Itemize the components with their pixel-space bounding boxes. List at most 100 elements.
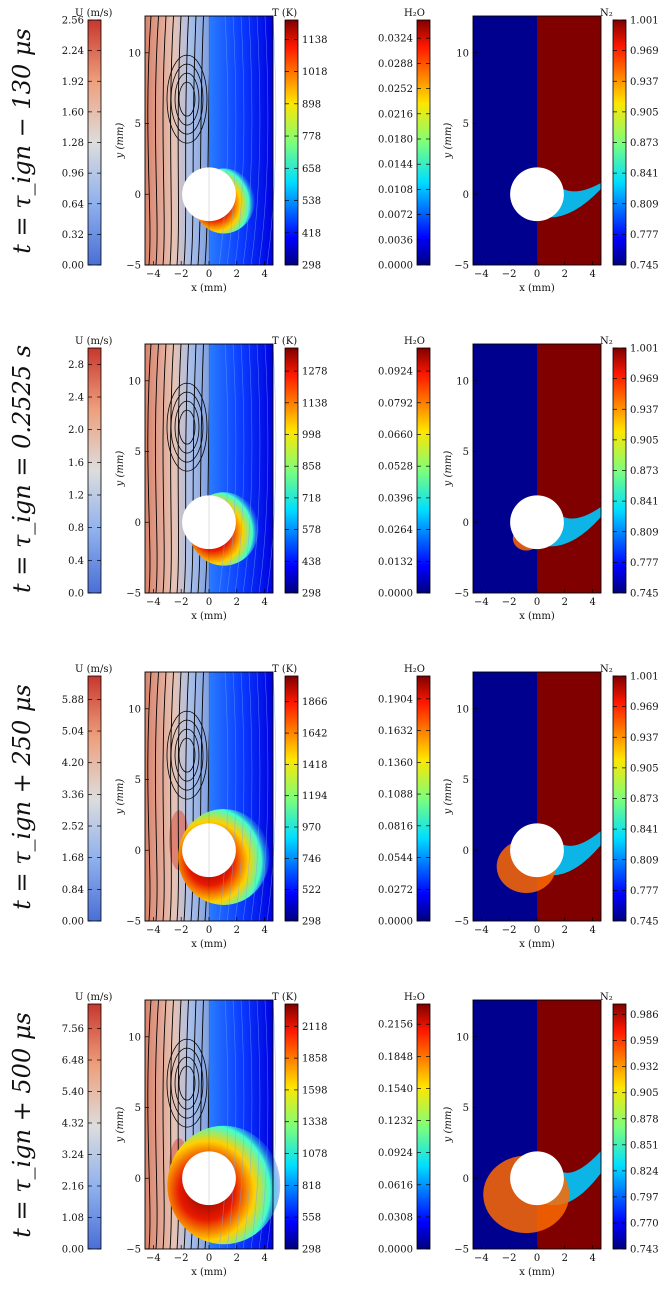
velocity-cb-tick-label: 1.28 bbox=[62, 138, 84, 149]
streamline bbox=[147, 343, 152, 594]
velocity-cb-tick-label: 7.56 bbox=[62, 1024, 84, 1035]
temperature-colorbar-title: T (K) bbox=[272, 8, 297, 19]
right-panel-ytick-label: 0 bbox=[463, 518, 469, 529]
right-panel-xtick-label: −2 bbox=[502, 1253, 517, 1264]
velocity-cb-tick-label: 0.96 bbox=[62, 169, 84, 180]
temperature-cb-tick-label: 298 bbox=[302, 589, 321, 600]
velocity-cb-tick-label: 2.16 bbox=[62, 1182, 84, 1193]
n2-cb-tick-label: 0.878 bbox=[630, 1114, 659, 1125]
n2-cb-tick-label: 0.873 bbox=[630, 466, 659, 477]
n2-cb-tick-label: 0.937 bbox=[630, 405, 659, 416]
temperature-cb-tick-label: 1138 bbox=[302, 398, 327, 409]
temperature-cb-tick-label: 818 bbox=[302, 1181, 321, 1192]
vortex-streamline bbox=[170, 391, 204, 463]
temperature-cb-tick-label: 998 bbox=[302, 430, 321, 441]
vortex-streamline bbox=[174, 728, 200, 782]
left-panel-xtick-label: 0 bbox=[206, 1253, 212, 1264]
right-panel-ytick-label: 0 bbox=[463, 190, 469, 201]
n2-colorbar-title: N₂ bbox=[600, 992, 613, 1003]
vortex-streamline bbox=[166, 54, 208, 144]
temperature-contour bbox=[234, 999, 245, 1250]
left-panel-xtick-label: 2 bbox=[234, 269, 240, 280]
temperature-contour bbox=[242, 671, 253, 922]
right-panel-xtick-label: 4 bbox=[589, 597, 595, 608]
right-panel-xtick-label: −4 bbox=[474, 269, 489, 280]
n2-colorbar-title: N₂ bbox=[600, 336, 613, 347]
left-panel-ytick-label: −5 bbox=[126, 917, 141, 928]
temperature-contour bbox=[266, 15, 277, 266]
n2-cb-tick-label: 0.851 bbox=[630, 1140, 659, 1151]
h2o-cb-tick-label: 0.0180 bbox=[378, 135, 413, 146]
right-panel-xtick-label: 0 bbox=[534, 597, 540, 608]
figure-row-1: t = τ_ign − 130 μs U (m/s) 0.00 0.32 0.64 0.9… bbox=[8, 8, 659, 294]
velocity-cb-tick-label: 0.00 bbox=[62, 1245, 84, 1256]
temperature-colorbar-title: T (K) bbox=[272, 664, 297, 675]
h2o-cb-tick-label: 0.0108 bbox=[378, 185, 413, 196]
temperature-cb-tick-label: 1418 bbox=[302, 760, 327, 771]
velocity-cb-tick-label: 2.52 bbox=[62, 822, 84, 833]
left-panel-xtick-label: 0 bbox=[206, 597, 212, 608]
n2-cb-tick-label: 1.001 bbox=[630, 16, 659, 27]
left-panel-y-axis-label: y (mm) bbox=[115, 123, 126, 160]
n2-cb-tick-label: 0.969 bbox=[630, 46, 659, 57]
h2o-cb-tick-label: 0.0144 bbox=[378, 160, 413, 171]
temperature-cb-tick-label: 1866 bbox=[302, 697, 327, 708]
temperature-contour bbox=[250, 671, 261, 922]
n2-cb-tick-label: 0.777 bbox=[630, 558, 659, 569]
temperature-colorbar bbox=[284, 1003, 299, 1250]
right-panel-ytick-label: 5 bbox=[463, 775, 469, 786]
temperature-cb-tick-label: 538 bbox=[302, 196, 321, 207]
left-panel-ytick-label: 5 bbox=[135, 447, 141, 458]
left-panel-xtick-label: 0 bbox=[206, 269, 212, 280]
n2-cb-tick-label: 1.001 bbox=[630, 344, 659, 355]
h2o-cb-tick-label: 0.0000 bbox=[378, 917, 413, 928]
right-panel-xtick-label: −4 bbox=[474, 925, 489, 936]
left-panel-xtick-label: 4 bbox=[261, 597, 267, 608]
h2o-cb-tick-label: 0.0000 bbox=[378, 1245, 413, 1256]
n2-cb-tick-label: 0.905 bbox=[630, 1088, 659, 1099]
h2o-cb-tick-label: 0.0528 bbox=[378, 462, 413, 473]
velocity-cb-tick-label: 0.4 bbox=[68, 556, 84, 567]
streamline bbox=[147, 15, 152, 266]
left-panel-ytick-label: 5 bbox=[135, 1103, 141, 1114]
right-panel-y-axis-label: y (mm) bbox=[443, 1107, 454, 1144]
left-panel-ytick-label: 0 bbox=[135, 846, 141, 857]
streamline bbox=[183, 671, 189, 922]
temperature-cb-tick-label: 778 bbox=[302, 132, 321, 143]
h2o-cb-tick-label: 0.0000 bbox=[378, 589, 413, 600]
particle bbox=[510, 167, 564, 222]
right-panel-ytick-label: 0 bbox=[463, 1174, 469, 1185]
left-panel-ytick-label: 10 bbox=[128, 704, 141, 715]
h2o-cb-tick-label: 0.0308 bbox=[378, 1212, 413, 1223]
n2-cb-tick-label: 0.841 bbox=[630, 497, 659, 508]
row-time-label: t = τ_ign − 130 μs bbox=[8, 28, 36, 254]
h2o-colorbar bbox=[416, 347, 431, 594]
temperature-contour bbox=[226, 671, 237, 922]
right-panel-xtick-label: 0 bbox=[534, 925, 540, 936]
streamline bbox=[183, 343, 189, 594]
temperature-contour bbox=[218, 343, 229, 594]
figure-row-2: t = τ_ign = 0.2525 s U (m/s) 0.0 0.4 0.8 1.2 1… bbox=[8, 336, 659, 622]
h2o-field bbox=[473, 344, 537, 593]
streamline bbox=[197, 343, 204, 594]
temperature-cb-tick-label: 858 bbox=[302, 462, 321, 473]
temperature-cb-tick-label: 522 bbox=[302, 885, 321, 896]
left-panel-xtick-label: −4 bbox=[146, 269, 161, 280]
h2o-cb-tick-label: 0.0396 bbox=[378, 493, 413, 504]
n2-cb-tick-label: 0.932 bbox=[630, 1062, 659, 1073]
velocity-cb-tick-label: 0.00 bbox=[62, 917, 84, 928]
velocity-cb-tick-label: 4.32 bbox=[62, 1119, 84, 1130]
h2o-cb-tick-label: 0.0616 bbox=[378, 1180, 413, 1191]
velocity-cb-tick-label: 2.24 bbox=[62, 46, 84, 57]
h2o-cb-tick-label: 0.0000 bbox=[378, 261, 413, 272]
streamline bbox=[169, 671, 174, 922]
temperature-colorbar bbox=[284, 19, 299, 266]
left-panel-xtick-label: 0 bbox=[206, 925, 212, 936]
h2o-colorbar bbox=[416, 19, 431, 266]
row-time-label: t = τ_ign + 500 μs bbox=[8, 1012, 36, 1238]
temperature-cb-tick-label: 718 bbox=[302, 493, 321, 504]
velocity-cb-tick-label: 1.2 bbox=[68, 491, 84, 502]
n2-cb-tick-label: 0.986 bbox=[630, 1010, 659, 1021]
streamline bbox=[154, 671, 159, 922]
n2-cb-tick-label: 0.809 bbox=[630, 855, 659, 866]
